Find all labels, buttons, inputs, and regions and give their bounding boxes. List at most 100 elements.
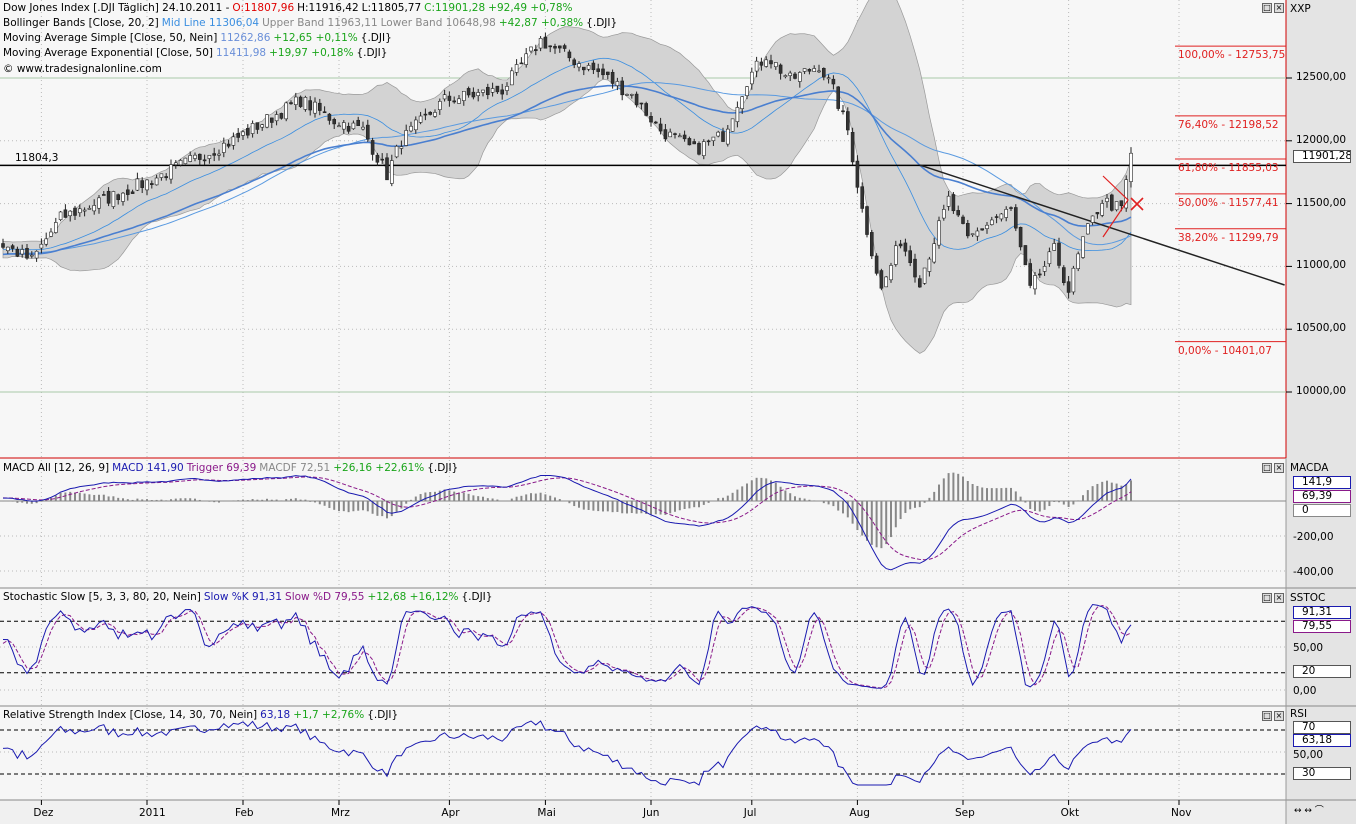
candle-body (793, 73, 797, 79)
candle-body (965, 223, 970, 237)
candle-body (975, 230, 980, 237)
candle-body (68, 210, 72, 217)
rsi-axis-name[interactable]: RSI (1290, 708, 1308, 720)
scroll-controls[interactable]: ↔ ↔ ⌒ (1294, 806, 1324, 816)
candle-body (1086, 223, 1090, 235)
candle-body (946, 195, 951, 207)
candle-body (193, 154, 197, 159)
candle-body (1033, 275, 1037, 290)
trendline (919, 164, 1285, 286)
candle-body (999, 213, 1004, 220)
month-label: Jun (643, 807, 660, 819)
close-price-panel-button[interactable]: × (1274, 3, 1284, 13)
ema-legend[interactable]: Moving Average Exponential [Close, 50] 11… (3, 47, 388, 59)
fibonacci-level-label: 100,00% - 12753,75 (1178, 49, 1286, 62)
candle-body (418, 115, 423, 123)
candle-body (82, 209, 87, 212)
price-legend: Dow Jones Index [.DJI Täglich] 24.10.201… (3, 2, 573, 14)
stoch-axis-name[interactable]: SSTOC (1290, 592, 1326, 604)
maximize-macd-panel-button[interactable]: □ (1262, 463, 1272, 473)
candle-body (625, 94, 629, 96)
month-label: Mrz (331, 807, 350, 819)
candle-body (466, 88, 471, 96)
bollinger-mid-line (2, 57, 1132, 251)
month-label: Dez (33, 807, 54, 819)
candle-body (505, 86, 509, 91)
stoch-20-tag: 20 (1293, 665, 1351, 678)
candle-body (150, 183, 154, 185)
candle-body (586, 65, 591, 70)
candle-body (145, 179, 149, 191)
candle-body (735, 107, 740, 123)
candle-body (241, 131, 245, 136)
macd-axis-name[interactable]: MACDA (1290, 462, 1329, 474)
close-rsi-panel-button[interactable]: × (1274, 711, 1284, 721)
candle-body (581, 66, 586, 71)
candle-body (941, 209, 946, 219)
maximize-rsi-panel-button[interactable]: □ (1262, 711, 1272, 721)
stoch-legend[interactable]: Stochastic Slow [5, 3, 3, 80, 20, Nein] S… (3, 591, 493, 603)
bollinger-legend[interactable]: Bollinger Bands [Close, 20, 2] Mid Line 1… (3, 17, 618, 29)
candle-body (217, 153, 221, 156)
candle-body (759, 61, 764, 66)
candle-body (106, 190, 111, 204)
sma-legend[interactable]: Moving Average Simple [Close, 50, Nein] 1… (3, 32, 392, 44)
candle-body (548, 45, 553, 48)
month-label: Okt (1060, 807, 1080, 819)
candle-body (1047, 251, 1052, 265)
candle-body (668, 131, 673, 138)
macd-tick-label: -200,00 (1293, 531, 1334, 543)
macd-trigger-line (2, 476, 1132, 561)
close-macd-panel-button[interactable]: × (1274, 463, 1284, 473)
candle-body (202, 159, 207, 162)
candle-body (1062, 267, 1066, 283)
candle-body (620, 80, 625, 96)
candle-body (207, 154, 212, 159)
candle-body (413, 119, 418, 131)
candle-body (1076, 253, 1080, 269)
candle-body (687, 138, 692, 146)
candle-body (1052, 243, 1056, 251)
candle-body (341, 122, 346, 130)
rsi-legend[interactable]: Relative Strength Index [Close, 14, 30, … (3, 709, 399, 721)
candle-body (226, 143, 231, 147)
close-stoch-panel-button[interactable]: × (1274, 593, 1284, 603)
price-tick-label: 11000,00 (1296, 259, 1347, 272)
candle-body (361, 126, 365, 130)
candle-body (135, 178, 140, 191)
candle-body (567, 51, 572, 59)
candle-body (279, 113, 284, 119)
rsi-70-tag: 70 (1293, 721, 1351, 734)
maximize-price-panel-button[interactable]: □ (1262, 3, 1272, 13)
candle-body (889, 265, 893, 281)
candle-body (198, 153, 202, 160)
price-axis-name[interactable]: XXP (1290, 3, 1311, 15)
candle-body (140, 180, 144, 188)
candle-body (92, 205, 96, 212)
rsi-value-tag: 63,18 (1293, 734, 1351, 747)
candle-body (673, 133, 677, 135)
candle-body (701, 141, 706, 156)
candle-body (543, 36, 548, 49)
candle-body (740, 96, 745, 109)
macd-legend[interactable]: MACD All [12, 26, 9] MACD 141,90 Trigger 6… (3, 462, 459, 474)
candle-body (893, 245, 898, 265)
candle-body (874, 255, 879, 274)
candle-body (380, 158, 385, 161)
candle-body (802, 68, 807, 72)
macd-zero-tag: 0 (1293, 504, 1351, 517)
candle-body (433, 112, 437, 117)
candle-body (879, 270, 884, 289)
macd-line (2, 474, 1132, 571)
candle-body (20, 249, 25, 255)
copyright[interactable]: © www.tradesignalonline.com (3, 63, 162, 75)
candle-body (773, 62, 778, 68)
maximize-stoch-panel-button[interactable]: □ (1262, 593, 1272, 603)
candle-body (615, 81, 620, 86)
candle-body (634, 93, 639, 106)
candle-body (937, 220, 941, 246)
candle-body (1119, 200, 1124, 207)
candle-body (495, 85, 500, 93)
candle-body (1105, 197, 1109, 202)
candle-body (212, 153, 216, 156)
